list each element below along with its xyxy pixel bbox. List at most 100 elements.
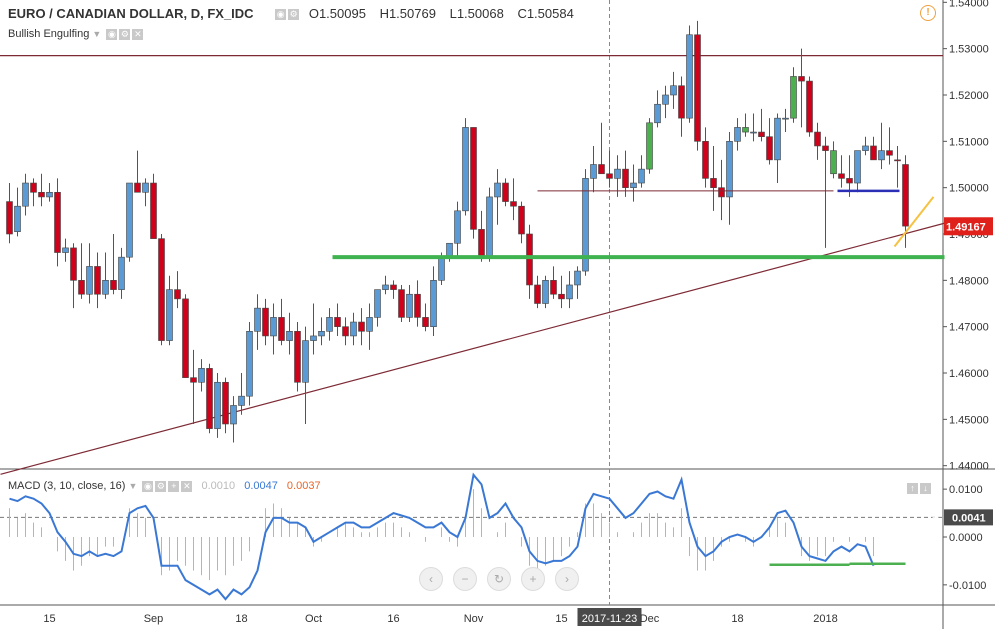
time-tick-label: 15: [43, 613, 55, 625]
candle-body: [710, 178, 717, 188]
time-tick-label: 2018: [813, 613, 837, 625]
candle-body: [14, 205, 21, 232]
candle-body: [102, 280, 109, 295]
candle-body: [854, 150, 861, 184]
scroll-left-button[interactable]: ‹: [419, 567, 443, 591]
candle-body: [782, 117, 789, 120]
price-tick-label: 1.44000: [949, 461, 989, 473]
macd-label[interactable]: MACD (3, 10, close, 16): [8, 480, 126, 492]
candle-body: [814, 131, 821, 147]
open-value: 1.50095: [318, 6, 366, 21]
reset-button[interactable]: ↻: [487, 567, 511, 591]
price-tick-label: 1.54000: [949, 0, 989, 9]
candle-body: [566, 284, 573, 300]
close-icon[interactable]: ✕: [181, 480, 193, 492]
pane-controls: ↑ ↓: [905, 480, 931, 498]
dropdown-icon[interactable]: ▼: [92, 29, 102, 39]
candle-body: [254, 307, 261, 332]
candle-body: [766, 136, 773, 161]
candle-body: [30, 182, 37, 193]
close-label: C: [517, 6, 527, 21]
candle-body: [438, 256, 445, 281]
candle-body: [158, 238, 165, 341]
plus-icon[interactable]: +: [168, 480, 180, 492]
candle-body: [470, 127, 477, 230]
candle-body: [846, 178, 853, 184]
chart-header: EURO / CANADIAN DOLLAR, D, FX_IDC ◉ ⚙ O1.…: [8, 6, 574, 21]
candle-body: [694, 34, 701, 142]
price-tick-label: 1.51000: [949, 136, 989, 148]
candle-body: [174, 289, 181, 300]
candle-body: [326, 317, 333, 332]
candle-body: [726, 141, 733, 198]
candle-body: [422, 317, 429, 327]
gear-icon[interactable]: ⚙: [288, 9, 300, 21]
zoom-in-button[interactable]: +: [521, 567, 545, 591]
candle-body: [686, 34, 693, 119]
symbol-title[interactable]: EURO / CANADIAN DOLLAR, D, FX_IDC: [8, 6, 254, 21]
dropdown-icon[interactable]: ▼: [128, 481, 138, 491]
candle-body: [662, 94, 669, 105]
candle-body: [166, 289, 173, 341]
candle-body: [150, 182, 157, 239]
candle-body: [70, 247, 77, 281]
eye-icon[interactable]: ◉: [275, 9, 287, 21]
candle-body: [510, 201, 517, 207]
candle-body: [270, 317, 277, 337]
eye-icon[interactable]: ◉: [106, 28, 118, 40]
price-tick-label: 1.46000: [949, 368, 989, 380]
candle-body: [142, 182, 149, 193]
candle-body: [54, 191, 61, 253]
candle-body: [222, 381, 229, 425]
eye-icon[interactable]: ◉: [142, 480, 154, 492]
candle-body: [78, 280, 85, 295]
candle-body: [638, 168, 645, 184]
candle-body: [342, 326, 349, 337]
move-down-icon[interactable]: ↓: [920, 483, 931, 495]
candle-body: [262, 307, 269, 337]
gear-icon[interactable]: ⚙: [155, 480, 167, 492]
candle-body: [366, 317, 373, 332]
candle-body: [830, 150, 837, 175]
candle-body: [350, 321, 357, 337]
price-badge-bg: [944, 217, 993, 236]
candle-body: [318, 331, 325, 337]
candle-body: [758, 131, 765, 137]
candle-body: [238, 395, 245, 406]
indicator-legend: Bullish Engulfing ▼ ◉ ⚙ ✕: [8, 28, 144, 40]
alert-icon[interactable]: !: [920, 5, 936, 21]
scroll-right-button[interactable]: ›: [555, 567, 579, 591]
candle-body: [878, 150, 885, 161]
zoom-out-button[interactable]: −: [453, 567, 477, 591]
candle-body: [334, 317, 341, 327]
candle-body: [526, 233, 533, 286]
yellow-projection-line: [893, 196, 935, 248]
candle-body: [550, 280, 557, 295]
candles-group: [6, 20, 909, 443]
indicator-name[interactable]: Bullish Engulfing: [8, 28, 90, 40]
move-up-icon[interactable]: ↑: [907, 483, 918, 495]
low-value: 1.50068: [456, 6, 504, 21]
gear-icon[interactable]: ⚙: [119, 28, 131, 40]
close-icon[interactable]: ✕: [132, 28, 144, 40]
candle-body: [390, 284, 397, 290]
candle-body: [446, 242, 453, 258]
time-tick-label: Sep: [144, 613, 164, 625]
candle-body: [398, 289, 405, 318]
candle-body: [894, 159, 901, 162]
candle-body: [134, 182, 141, 193]
price-tick-label: 1.53000: [949, 44, 989, 56]
trend-line: [0, 219, 958, 475]
candle-body: [126, 182, 133, 258]
crosshair-date-label: 2017-11-23: [582, 613, 637, 625]
candle-body: [310, 335, 317, 341]
candle-body: [654, 103, 661, 124]
macd-tick-label: 0.0100: [949, 484, 983, 496]
candle-body: [358, 321, 365, 332]
price-tick-label: 1.45000: [949, 414, 989, 426]
macd-badge-label: 0.0041: [952, 512, 986, 524]
candle-body: [622, 168, 629, 188]
candle-body: [486, 196, 493, 258]
